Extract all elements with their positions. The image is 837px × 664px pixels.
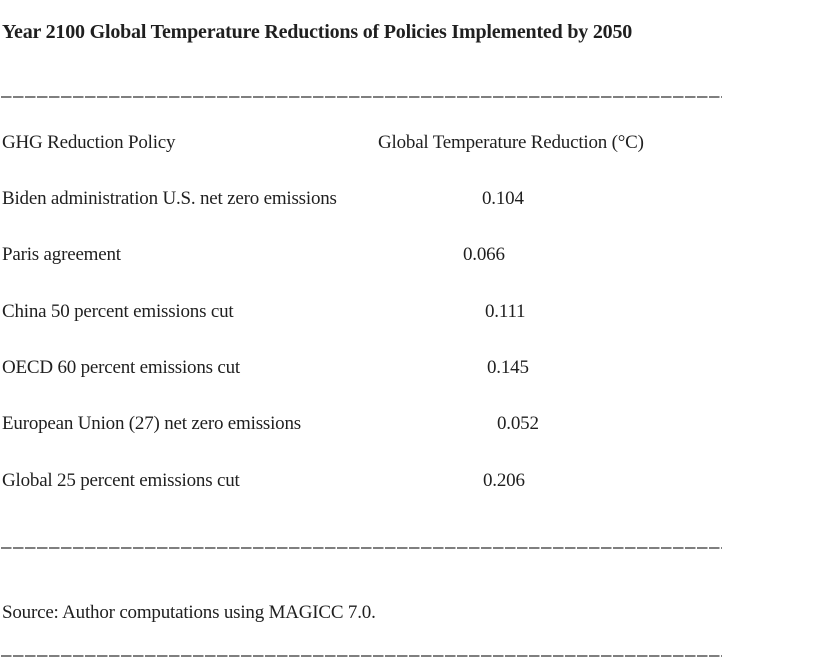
policy-label: OECD 60 percent emissions cut bbox=[2, 357, 240, 378]
column-header-policy: GHG Reduction Policy bbox=[2, 132, 176, 153]
column-header-temperature: Global Temperature Reduction (°C) bbox=[378, 132, 644, 153]
policy-label: Global 25 percent emissions cut bbox=[2, 470, 240, 491]
value-cell: 0.111 bbox=[485, 301, 526, 322]
value-cell: 0.145 bbox=[487, 357, 529, 378]
value-cell: 0.104 bbox=[482, 188, 524, 209]
source-note: Source: Author computations using MAGICC… bbox=[2, 602, 376, 623]
policy-label: China 50 percent emissions cut bbox=[2, 301, 234, 322]
divider-middle bbox=[1, 547, 722, 549]
policy-label: Biden administration U.S. net zero emiss… bbox=[2, 188, 337, 209]
value-cell: 0.066 bbox=[463, 244, 505, 265]
divider-top bbox=[1, 96, 722, 98]
policy-label: European Union (27) net zero emissions bbox=[2, 413, 301, 434]
policy-label: Paris agreement bbox=[2, 244, 121, 265]
value-cell: 0.052 bbox=[497, 413, 539, 434]
table-title: Year 2100 Global Temperature Reductions … bbox=[2, 21, 633, 43]
divider-bottom bbox=[1, 655, 722, 657]
value-cell: 0.206 bbox=[483, 470, 525, 491]
